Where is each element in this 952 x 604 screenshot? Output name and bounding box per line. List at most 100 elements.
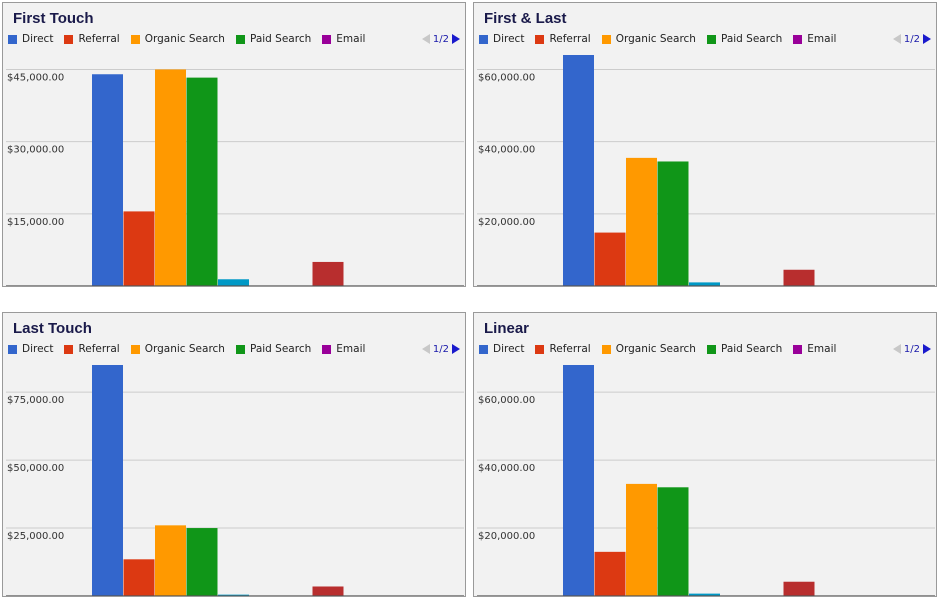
legend-item[interactable]: Direct (479, 343, 524, 355)
arrow-right-icon[interactable] (923, 34, 931, 44)
y-tick-label: $25,000.00 (7, 531, 64, 542)
pager-label: 1/2 (903, 343, 920, 355)
bar[interactable] (594, 551, 626, 596)
bar[interactable] (689, 282, 720, 286)
legend-pager[interactable]: 1/2 (892, 342, 931, 356)
arrow-left-icon[interactable] (892, 34, 901, 44)
arrow-right-icon[interactable] (452, 34, 460, 44)
bar[interactable] (783, 581, 815, 596)
legend-label: Organic Search (615, 33, 696, 45)
chart-panel-first-touch: First Touch Direct Referral Organic Search… (2, 2, 466, 287)
legend-swatch (64, 34, 74, 44)
y-tick-label: $20,000.00 (478, 531, 535, 542)
bar[interactable] (312, 261, 344, 286)
legend-item[interactable]: Direct (479, 33, 524, 45)
arrow-left-icon[interactable] (421, 344, 430, 354)
bar[interactable] (563, 55, 594, 286)
y-tick-label: $50,000.00 (7, 463, 64, 474)
arrow-left-icon[interactable] (421, 34, 430, 44)
chart-legend: Direct Referral Organic Search Paid Search E… (8, 32, 376, 46)
legend-pager[interactable]: 1/2 (892, 32, 931, 46)
legend-item[interactable]: Paid Search (235, 343, 311, 355)
bar[interactable] (186, 77, 218, 286)
bar[interactable] (657, 161, 689, 286)
legend-label: Referral (78, 343, 120, 355)
bar[interactable] (626, 483, 657, 596)
legend-item[interactable]: Referral (64, 343, 120, 355)
chart-legend: Direct Referral Organic Search Paid Search E… (479, 342, 847, 356)
legend-label: Referral (549, 33, 591, 45)
arrow-left-icon[interactable] (892, 344, 901, 354)
legend-pager[interactable]: 1/2 (421, 32, 460, 46)
legend-label: Organic Search (615, 343, 696, 355)
bar[interactable] (92, 365, 123, 596)
legend-item[interactable]: Referral (535, 343, 591, 355)
bar[interactable] (626, 157, 657, 286)
pager-label: 1/2 (432, 343, 449, 355)
legend-item[interactable]: Organic Search (130, 33, 225, 45)
legend-swatch (130, 344, 140, 354)
legend-label: Paid Search (720, 33, 783, 45)
legend-label: Email (336, 343, 366, 355)
bar[interactable] (123, 211, 155, 286)
legend-label: Paid Search (249, 33, 312, 45)
bar[interactable] (92, 74, 123, 286)
bar[interactable] (123, 559, 155, 596)
legend-item[interactable]: Referral (535, 33, 591, 45)
legend-label: Paid Search (720, 343, 783, 355)
legend-item[interactable]: Email (322, 33, 365, 45)
legend-label: Direct (493, 343, 525, 355)
chart-panel-first-last: First & Last Direct Referral Organic Searc… (473, 2, 937, 287)
bar[interactable] (563, 365, 594, 596)
bar[interactable] (155, 525, 186, 596)
y-tick-label: $20,000.00 (478, 217, 535, 228)
legend-item[interactable]: Email (793, 343, 836, 355)
bar[interactable] (594, 232, 626, 286)
legend-swatch (130, 34, 140, 44)
bar[interactable] (186, 528, 218, 596)
legend-label: Organic Search (144, 33, 225, 45)
bar[interactable] (657, 487, 689, 596)
bar[interactable] (155, 69, 186, 286)
legend-swatch (706, 34, 716, 44)
legend-item[interactable]: Direct (8, 343, 53, 355)
legend-label: Referral (78, 33, 120, 45)
legend-item[interactable]: Organic Search (130, 343, 225, 355)
chart-title: Last Touch (13, 320, 92, 337)
legend-swatch (235, 34, 245, 44)
legend-item[interactable]: Organic Search (601, 343, 696, 355)
legend-swatch (535, 344, 545, 354)
legend-label: Direct (22, 343, 54, 355)
legend-item[interactable]: Paid Search (706, 33, 783, 45)
y-tick-label: $15,000.00 (7, 217, 64, 228)
y-tick-label: $40,000.00 (478, 463, 535, 474)
bar[interactable] (218, 279, 249, 286)
bar-chart: $15,000.00 $30,000.00 $45,000.00 (6, 68, 464, 286)
legend-swatch (601, 344, 611, 354)
chart-panel-linear: Linear Direct Referral Organic Search Paid … (473, 312, 937, 597)
legend-item[interactable]: Paid Search (706, 343, 783, 355)
legend-item[interactable]: Direct (8, 33, 53, 45)
chart-title: First & Last (484, 10, 567, 27)
bar[interactable] (312, 586, 344, 596)
legend-item[interactable]: Paid Search (235, 33, 312, 45)
legend-label: Referral (549, 343, 591, 355)
legend-item[interactable]: Referral (64, 33, 120, 45)
arrow-right-icon[interactable] (452, 344, 460, 354)
y-tick-label: $30,000.00 (7, 145, 64, 156)
pager-label: 1/2 (432, 33, 449, 45)
arrow-right-icon[interactable] (923, 344, 931, 354)
legend-item[interactable]: Email (793, 33, 836, 45)
bar[interactable] (783, 269, 815, 286)
legend-swatch (535, 34, 545, 44)
bar-chart: $25,000.00 $50,000.00 $75,000.00 (6, 365, 464, 596)
legend-pager[interactable]: 1/2 (421, 342, 460, 356)
bar[interactable] (689, 593, 720, 596)
legend-swatch (64, 344, 74, 354)
legend-item[interactable]: Organic Search (601, 33, 696, 45)
bar[interactable] (218, 594, 249, 596)
legend-label: Email (336, 33, 366, 45)
y-tick-label: $40,000.00 (478, 145, 535, 156)
legend-swatch (479, 344, 488, 354)
legend-item[interactable]: Email (322, 343, 365, 355)
